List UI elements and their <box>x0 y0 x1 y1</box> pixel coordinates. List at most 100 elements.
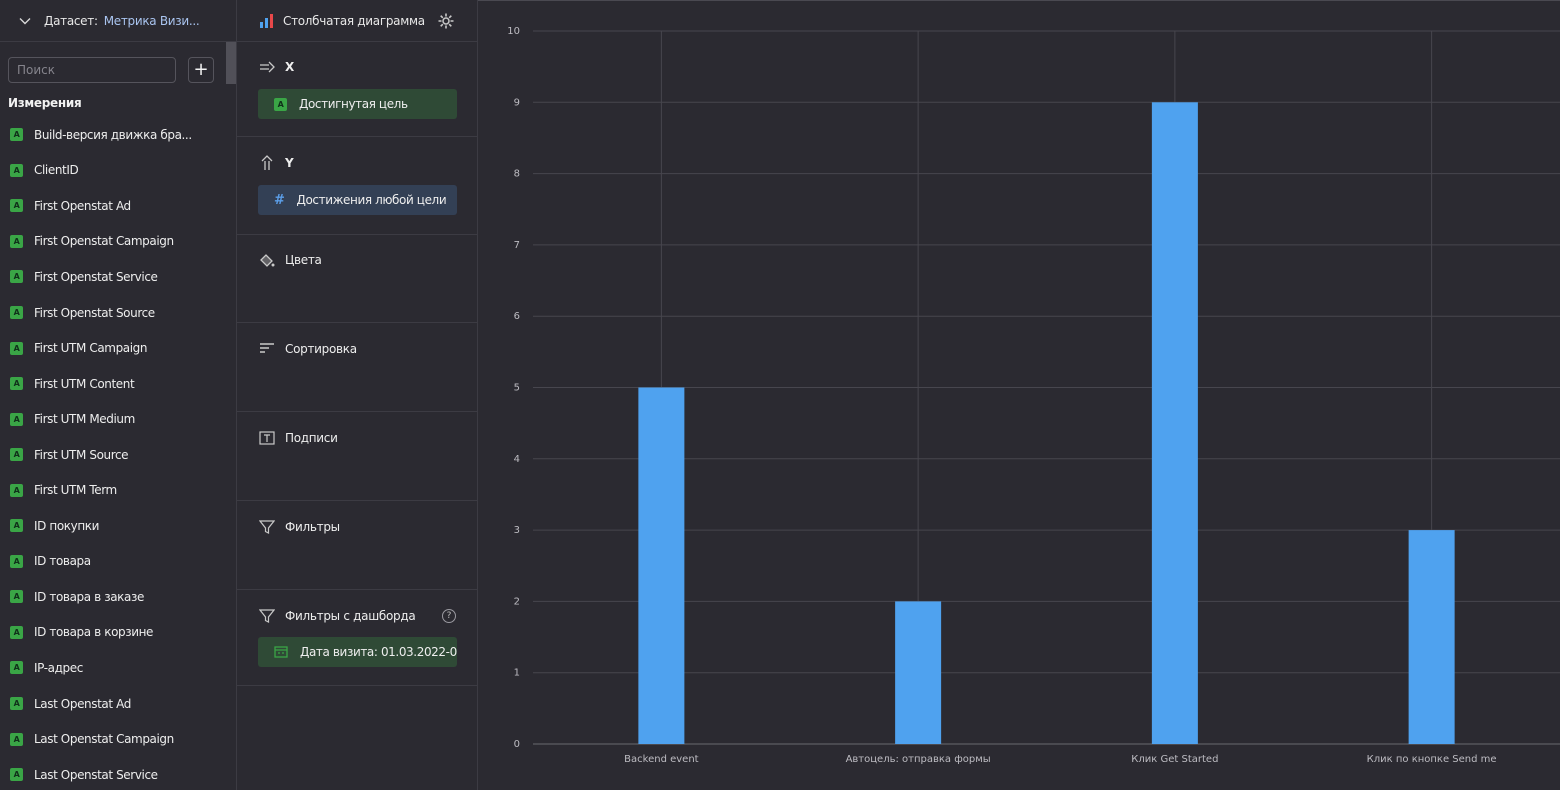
dashboard-filter-chip[interactable]: Дата визита: 01.03.2022-0... <box>258 637 457 667</box>
list-item[interactable]: A ID товара в заказе <box>0 579 226 615</box>
y-tick-label: 0 <box>514 739 520 750</box>
section-filters: Фильтры <box>237 501 478 590</box>
list-item[interactable]: A ClientID <box>0 153 226 189</box>
y-field-name: Достижения любой цели <box>296 193 447 207</box>
y-tick-label: 7 <box>514 240 520 251</box>
list-item-label: First UTM Content <box>34 376 135 391</box>
add-field-button[interactable]: + <box>188 57 214 83</box>
help-icon[interactable]: ? <box>442 609 456 623</box>
x-field-chip[interactable]: A Достигнутая цель <box>258 89 457 119</box>
section-dashboard-filters-label: Фильтры с дашборда <box>285 609 416 623</box>
type-string-icon: A <box>10 768 23 782</box>
list-item[interactable]: A First Openstat Service <box>0 259 226 295</box>
visualization-selector[interactable]: Столбчатая диаграмма <box>237 0 478 42</box>
text-label-icon <box>259 431 275 445</box>
section-y-label: Y <box>285 156 294 170</box>
dataset-name[interactable]: Метрика Визи... <box>103 13 200 28</box>
y-tick-label: 8 <box>514 169 520 180</box>
section-labels-label: Подписи <box>285 431 338 445</box>
list-item[interactable]: A IP-адрес <box>0 650 226 686</box>
list-item[interactable]: A Build-версия движка бра... <box>0 117 226 153</box>
list-item-label: ID покупки <box>34 518 100 533</box>
y-field-chip[interactable]: # Достижения любой цели <box>258 185 457 215</box>
type-string-icon: A <box>10 270 23 284</box>
search-input[interactable] <box>8 57 176 83</box>
list-item[interactable]: A First Openstat Source <box>0 295 226 331</box>
section-y: Y # Достижения любой цели <box>237 137 478 235</box>
list-item[interactable]: A First UTM Medium <box>0 401 226 437</box>
list-item-label: First UTM Medium <box>34 412 135 427</box>
bar-chart: 0 1 2 3 4 5 6 7 8 9 10 Backend event Автоцель: отпра… <box>507 26 1560 765</box>
list-item[interactable]: A Last Openstat Ad <box>0 686 226 722</box>
type-string-icon: A <box>10 519 23 533</box>
list-item-label: First UTM Campaign <box>34 341 148 356</box>
list-item[interactable]: A First Openstat Campaign <box>0 224 226 260</box>
type-string-icon: A <box>10 412 23 426</box>
y-tick-label: 2 <box>514 596 520 607</box>
config-panel: Столбчатая диаграмма X A Достигнутая цел… <box>237 0 478 790</box>
section-filters-label: Фильтры <box>285 520 340 534</box>
list-item-label: ID товара <box>34 554 91 569</box>
section-sort: Сортировка <box>237 323 478 412</box>
list-item-label: ID товара в заказе <box>34 589 144 604</box>
section-dashboard-filters: Фильтры с дашборда ? Дата визита: 01.03.… <box>237 590 478 686</box>
x-tick-label: Backend event <box>624 754 698 765</box>
list-item[interactable]: A First Openstat Ad <box>0 188 226 224</box>
section-x: X A Достигнутая цель <box>237 42 478 137</box>
list-item-label: First Openstat Service <box>34 269 158 284</box>
list-item[interactable]: A Last Openstat Service <box>0 757 226 790</box>
list-item[interactable]: A Last Openstat Campaign <box>0 721 226 757</box>
list-item[interactable]: A First UTM Content <box>0 366 226 402</box>
dataset-selector[interactable]: Датасет: Метрика Визи... <box>0 0 236 42</box>
y-tick-label: 5 <box>514 383 520 394</box>
filter-icon <box>259 520 275 534</box>
list-item-label: Build-версия движка бра... <box>34 127 192 142</box>
chart-area: 0 1 2 3 4 5 6 7 8 9 10 Backend event Автоцель: отпра… <box>478 0 1560 790</box>
list-item[interactable]: A ID товара в корзине <box>0 615 226 651</box>
list-item[interactable]: A First UTM Term <box>0 472 226 508</box>
type-string-icon: A <box>10 341 23 355</box>
section-x-label: X <box>285 60 294 74</box>
bar[interactable] <box>638 387 685 745</box>
arrow-right-icon <box>260 61 275 73</box>
y-tick-label: 6 <box>514 311 520 322</box>
type-string-icon: A <box>10 590 23 604</box>
list-item-label: Last Openstat Service <box>34 767 158 782</box>
bar[interactable] <box>895 601 942 744</box>
y-tick-label: 10 <box>507 26 520 37</box>
type-string-icon: A <box>10 448 23 462</box>
calendar-icon <box>274 646 288 658</box>
type-string-icon: A <box>10 697 23 711</box>
list-item-label: ClientID <box>34 163 79 178</box>
list-item-label: ID товара в корзине <box>34 625 154 640</box>
type-string-icon: A <box>274 97 287 111</box>
gear-icon[interactable] <box>437 12 455 30</box>
scrollbar-thumb[interactable] <box>226 42 236 84</box>
bar[interactable] <box>1408 530 1455 744</box>
list-item[interactable]: A ID товара <box>0 544 226 580</box>
type-string-icon: A <box>10 377 23 391</box>
paint-bucket-icon <box>260 254 275 267</box>
list-item[interactable]: A First UTM Campaign <box>0 330 226 366</box>
list-item-label: IP-адрес <box>34 660 83 675</box>
list-item-label: First Openstat Ad <box>34 198 131 213</box>
y-tick-label: 3 <box>514 525 520 536</box>
dashboard-filter-text: Дата визита: 01.03.2022-0... <box>300 645 457 659</box>
list-item[interactable]: A First UTM Source <box>0 437 226 473</box>
dataset-label: Датасет: <box>44 13 98 28</box>
section-sort-label: Сортировка <box>285 342 357 356</box>
x-field-name: Достигнутая цель <box>299 97 408 111</box>
bar[interactable] <box>1151 102 1198 745</box>
bar-chart-icon <box>260 13 273 28</box>
type-string-icon: A <box>10 128 23 142</box>
y-tick-label: 4 <box>514 454 520 465</box>
list-item[interactable]: A ID покупки <box>0 508 226 544</box>
list-item-label: Last Openstat Campaign <box>34 732 174 747</box>
x-tick-label: Автоцель: отправка формы <box>846 754 991 765</box>
type-string-icon: A <box>10 199 23 213</box>
section-labels: Подписи <box>237 412 478 501</box>
visualization-title: Столбчатая диаграмма <box>283 13 425 28</box>
list-item-label: First Openstat Campaign <box>34 234 174 249</box>
section-colors-label: Цвета <box>285 253 322 267</box>
type-string-icon: A <box>10 732 23 746</box>
